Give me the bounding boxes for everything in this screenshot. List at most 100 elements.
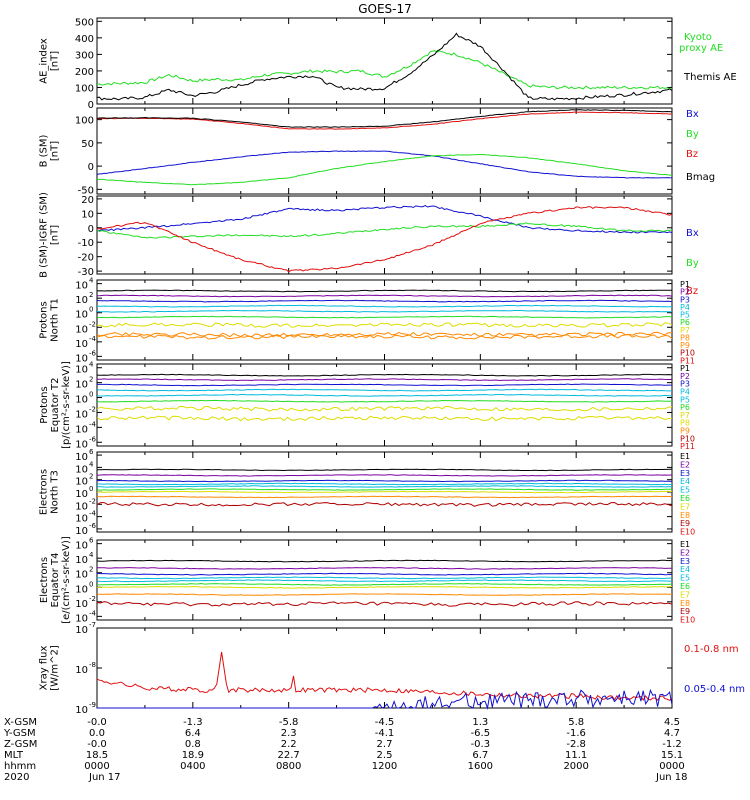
legend-kyoto: Kyoto — [684, 32, 712, 43]
y-tick-label: 10 — [75, 452, 88, 463]
series-line-e9 — [96, 601, 673, 607]
orbit-value: 18.5 — [86, 750, 108, 761]
plot-frame — [96, 363, 673, 447]
y-tick-exponent: 2 — [89, 566, 93, 574]
y-tick-exponent: -6 — [89, 435, 97, 443]
orbit-value: -0.3 — [471, 739, 491, 750]
legend-p11: P11 — [680, 442, 695, 451]
y-tick-label: 10 — [75, 665, 88, 676]
legend-p8: P8 — [680, 333, 690, 342]
series-line-e7 — [97, 490, 673, 494]
y-axis-label: Equator T2 — [50, 378, 61, 433]
legend-e7: E7 — [680, 502, 690, 511]
y-axis-label: Protons — [39, 386, 50, 423]
orbit-value: 2.3 — [281, 728, 297, 739]
y-tick-label: 10 — [75, 380, 88, 391]
y-tick-exponent: 4 — [89, 460, 94, 468]
legend-p8: P8 — [680, 419, 690, 428]
orbit-value: -1.2 — [662, 739, 682, 750]
orbit-value: 11.1 — [565, 750, 587, 761]
legend-e10: E10 — [680, 528, 695, 537]
orbit-value: 6.4 — [185, 728, 201, 739]
y-tick-label: 10 — [75, 705, 88, 716]
series-line-p3 — [97, 383, 672, 387]
y-tick-exponent: -4 — [89, 510, 97, 518]
y-tick-exponent: 2 — [89, 376, 93, 384]
series-line-by — [96, 153, 673, 186]
panel-b-sm: 100 50 0 -50 B (SM) [nT] Bx By Bz Bmag — [39, 107, 715, 196]
y-tick-label: 10 — [75, 514, 88, 525]
legend-e2: E2 — [680, 460, 690, 469]
y-tick-label: 300 — [75, 50, 94, 61]
legend-p4: P4 — [680, 303, 690, 312]
orbit-value: -5.8 — [279, 717, 299, 728]
series-line-p4 — [97, 388, 672, 392]
series-line-p7 — [96, 322, 673, 328]
series-line-p1 — [96, 373, 673, 377]
orbit-value: 5.8 — [568, 717, 584, 728]
y-tick-label: 500 — [75, 17, 94, 28]
y-tick-exponent: -9 — [89, 701, 96, 709]
y-tick-exponent: 0 — [89, 306, 93, 314]
series-line-p2 — [96, 378, 672, 382]
orbit-value: 1600 — [468, 761, 493, 772]
y-axis-label: [p/(cm²-s-sr-keV)] — [61, 361, 72, 449]
y-tick-exponent: -2 — [89, 405, 96, 413]
y-tick-label: 10 — [75, 526, 88, 537]
legend-bz: Bz — [686, 149, 698, 160]
y-tick-label: 10 — [75, 439, 88, 450]
legend-bx: Bx — [686, 228, 699, 239]
y-tick-label: -20 — [78, 253, 94, 264]
y-axis-label: [e/(cm²-s-sr-keV)] — [61, 536, 72, 624]
legend-bx: Bx — [686, 109, 699, 120]
y-axis-label: B (SM)-IGRF (SM) — [39, 192, 50, 278]
y-tick-label: 10 — [75, 555, 88, 566]
series-line-e5 — [96, 485, 672, 488]
y-axis-label: Xray flux — [39, 646, 50, 691]
y-tick-label: 10 — [75, 599, 88, 610]
legend-p3: P3 — [680, 295, 690, 304]
y-tick-label: 0 — [88, 100, 94, 111]
y-tick-label: 100 — [75, 83, 94, 94]
legend-p1: P1 — [680, 364, 690, 373]
orbit-row-label: hhmm — [4, 761, 36, 772]
orbit-value: 22.7 — [278, 750, 300, 761]
y-tick-label: 10 — [75, 613, 88, 624]
legend-kyoto-line2: proxy AE — [679, 43, 723, 54]
series-line-bx — [96, 150, 673, 179]
y-tick-label: 10 — [75, 625, 88, 636]
legend-p3: P3 — [680, 380, 690, 389]
orbit-value: -1.3 — [183, 717, 203, 728]
series-line-p4 — [96, 304, 673, 308]
y-tick-exponent: -7 — [89, 621, 96, 629]
y-tick-label: 10 — [75, 365, 88, 376]
y-tick-exponent: -8 — [89, 661, 96, 669]
y-tick-label: -10 — [78, 238, 94, 249]
y-tick-label: 10 — [75, 424, 88, 435]
legend-e2: E2 — [680, 548, 690, 557]
legend-xray-short: 0.05-0.4 nm — [684, 684, 745, 695]
y-axis-label: North T1 — [50, 298, 61, 342]
y-tick-exponent: -2 — [89, 497, 96, 505]
orbit-value: 2.7 — [377, 739, 393, 750]
y-axis-label: [nT] — [50, 225, 61, 245]
legend-e8: E8 — [680, 599, 690, 608]
orbit-value: 15.1 — [661, 750, 683, 761]
y-tick-exponent: -2 — [89, 595, 96, 603]
series-line-e6 — [96, 582, 673, 586]
series-line-p1 — [96, 289, 672, 293]
orbit-value: 0800 — [276, 761, 301, 772]
orbit-value: 2000 — [563, 761, 588, 772]
orbit-value: 6.7 — [472, 750, 488, 761]
y-tick-label: 10 — [75, 339, 88, 350]
legend-themis: Themis AE — [683, 72, 737, 83]
orbit-value: 18.9 — [182, 750, 204, 761]
orbit-value: -2.8 — [566, 739, 586, 750]
plot-frame — [96, 17, 673, 105]
y-tick-label: 200 — [75, 67, 94, 78]
series-line-e4 — [96, 576, 672, 580]
y-tick-exponent: 0 — [89, 580, 93, 588]
